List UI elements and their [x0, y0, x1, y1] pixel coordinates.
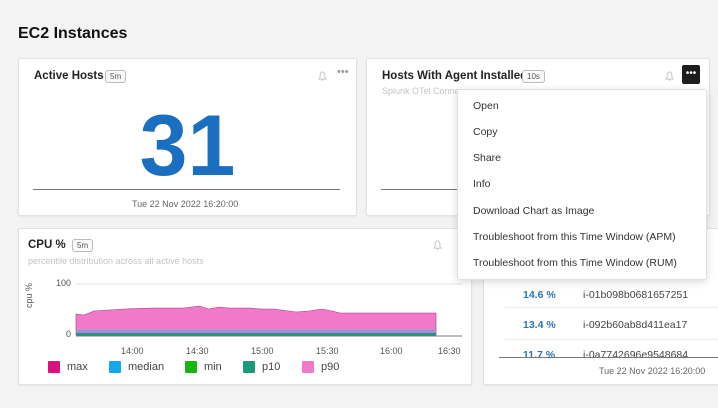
legend-max[interactable]: max — [48, 361, 88, 373]
bell-icon[interactable] — [318, 71, 327, 81]
legend-swatch-icon — [48, 361, 60, 373]
legend-median[interactable]: median — [109, 361, 164, 373]
series-p10-area — [76, 333, 436, 336]
menu-item-troubleshoot-rum[interactable]: Troubleshoot from this Time Window (RUM) — [473, 257, 677, 269]
page-title: EC2 Instances — [18, 25, 128, 42]
bell-icon[interactable] — [665, 71, 674, 81]
host-cpu-value: 13.4 % — [523, 319, 556, 331]
y-tick-0: 0 — [66, 329, 72, 339]
legend-min[interactable]: min — [185, 361, 222, 373]
menu-item-copy[interactable]: Copy — [473, 126, 498, 138]
row-divider — [505, 307, 718, 308]
legend-swatch-icon — [302, 361, 314, 373]
host-id-link[interactable]: i-0a7742696e9548684 — [583, 349, 689, 357]
host-cpu-value: 14.6 % — [523, 289, 556, 301]
more-options-button-active[interactable]: ••• — [682, 65, 700, 84]
resolution-badge: 10s — [522, 70, 545, 83]
card-subtitle: Splunk OTel Conne — [382, 86, 460, 96]
legend-label: p10 — [262, 361, 281, 373]
legend-label: max — [67, 361, 88, 373]
x-tick: 14:30 — [186, 346, 209, 356]
menu-item-share[interactable]: Share — [473, 152, 502, 164]
legend-swatch-icon — [109, 361, 121, 373]
x-tick: 14:00 — [121, 346, 144, 356]
menu-item-troubleshoot-apm[interactable]: Troubleshoot from this Time Window (APM) — [473, 231, 676, 243]
card-title: Active Hosts — [34, 70, 104, 82]
legend-label: median — [128, 361, 165, 373]
metric-value: 31 — [139, 98, 236, 194]
divider — [381, 189, 461, 190]
card-subtitle: percentile distribution across all activ… — [28, 256, 204, 266]
cpu-area-chart[interactable] — [74, 280, 464, 340]
divider — [499, 357, 718, 358]
legend-p90[interactable]: p90 — [302, 361, 339, 373]
card-title: Hosts With Agent Installed — [382, 70, 528, 82]
more-options-icon[interactable]: ••• — [337, 66, 349, 78]
cpu-card: CPU % 5m percentile distribution across … — [18, 228, 472, 385]
menu-item-info[interactable]: Info — [473, 178, 491, 190]
timestamp: Tue 22 Nov 2022 16:20:00 — [599, 366, 706, 376]
host-id-link[interactable]: i-01b098b0681657251 — [583, 289, 689, 301]
host-cpu-value: 11.7 % — [523, 349, 556, 357]
divider — [33, 189, 340, 190]
series-p90-area — [75, 305, 437, 336]
menu-item-open[interactable]: Open — [473, 100, 499, 112]
legend-label: p90 — [321, 361, 340, 373]
x-tick: 15:30 — [316, 346, 339, 356]
menu-item-download-image[interactable]: Download Chart as Image — [473, 205, 595, 217]
legend-swatch-icon — [243, 361, 255, 373]
card-title: CPU % — [28, 239, 66, 251]
clipped-row: 11.7 % i-0a7742696e9548684 — [500, 346, 718, 357]
x-tick: 15:00 — [251, 346, 274, 356]
legend-p10[interactable]: p10 — [243, 361, 280, 373]
x-tick: 16:00 — [380, 346, 403, 356]
y-tick-100: 100 — [56, 278, 72, 288]
legend-swatch-icon — [185, 361, 197, 373]
y-axis-label: cpu % — [24, 282, 34, 308]
active-hosts-card: Active Hosts 5m ••• 31 Tue 22 Nov 2022 1… — [18, 58, 357, 216]
bell-icon[interactable] — [433, 240, 442, 250]
legend-label: min — [204, 361, 222, 373]
host-id-link[interactable]: i-092b60ab8d411ea17 — [583, 319, 688, 331]
resolution-badge: 5m — [72, 239, 94, 252]
chart-options-menu: Open Copy Share Info Download Chart as I… — [457, 89, 707, 280]
timestamp: Tue 22 Nov 2022 16:20:00 — [132, 199, 239, 209]
resolution-badge: 5m — [105, 70, 127, 83]
row-divider — [505, 339, 718, 340]
x-tick: 16:30 — [438, 346, 461, 356]
